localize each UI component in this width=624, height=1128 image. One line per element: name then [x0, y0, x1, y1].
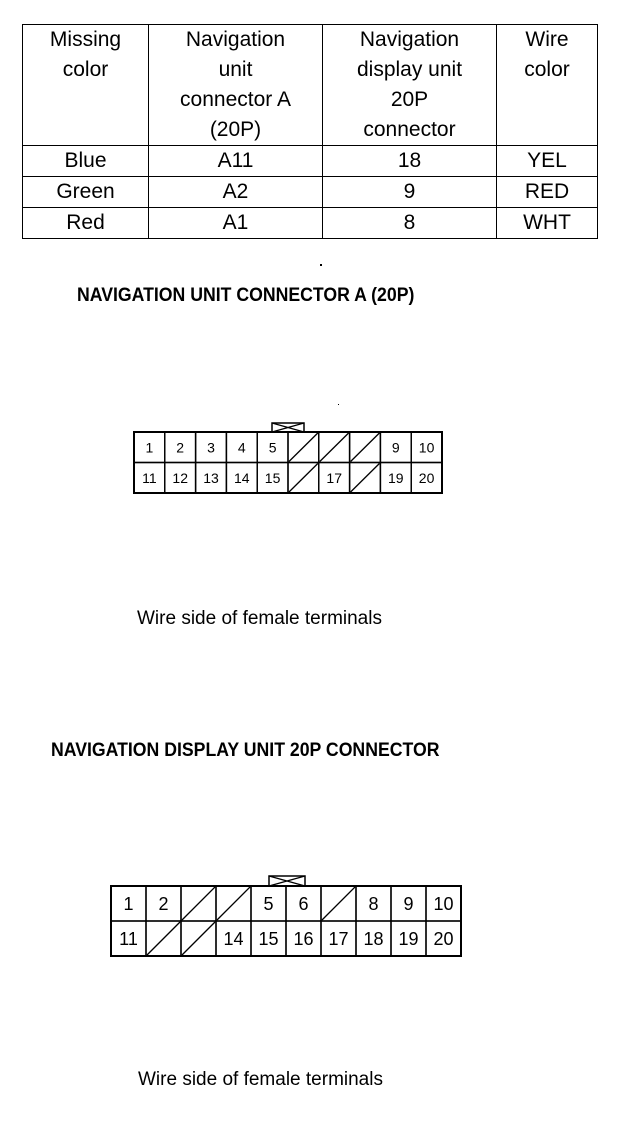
- table-cell: RED: [496, 176, 598, 208]
- terminal-cell: [410, 461, 443, 494]
- empty-terminal-slash: [319, 432, 350, 462]
- terminal-number: 8: [368, 894, 378, 914]
- empty-terminal-slash: [350, 463, 380, 493]
- terminal-number: 20: [433, 929, 453, 949]
- header-wire-color: Wire color: [496, 24, 598, 146]
- empty-terminal-slash: [146, 921, 181, 956]
- header-missing-color: Missing color: [22, 24, 149, 146]
- terminal-number: 12: [172, 470, 188, 486]
- table-cell: A11: [148, 145, 323, 177]
- connector-latch-cross: [268, 875, 306, 887]
- table-cell: YEL: [496, 145, 598, 177]
- empty-terminal-slash: [288, 463, 319, 493]
- terminal-number: 17: [328, 929, 348, 949]
- table-cell: 18: [322, 145, 497, 177]
- table-cell: Green: [22, 176, 149, 208]
- terminal-number: 19: [398, 929, 418, 949]
- table-row: Red A1 8 WHT: [22, 207, 598, 239]
- terminal-number: 1: [146, 439, 154, 455]
- terminal-number: 5: [263, 894, 273, 914]
- empty-terminal-slash: [181, 886, 216, 921]
- connector-a-diagram: 1 2 3 4 5 9 10 11 12 13 14 15 17 19 20: [133, 420, 445, 496]
- terminal-number: 14: [223, 929, 243, 949]
- table-cell: Red: [22, 207, 149, 239]
- terminal-number: 10: [419, 439, 435, 455]
- table-row: Green A2 9 RED: [22, 176, 598, 208]
- terminal-number: 16: [293, 929, 313, 949]
- scan-speck: [338, 404, 339, 405]
- scan-speck: [320, 264, 322, 266]
- terminal-number: 20: [419, 470, 435, 486]
- table-cell: Blue: [22, 145, 149, 177]
- empty-terminal-slash: [181, 921, 216, 956]
- connector-display-title: NAVIGATION DISPLAY UNIT 20P CONNECTOR: [51, 740, 440, 761]
- table-cell: 8: [322, 207, 497, 239]
- terminal-number: 15: [258, 929, 278, 949]
- terminal-number: 9: [403, 894, 413, 914]
- terminal-number: 11: [142, 470, 157, 486]
- terminal-number: 15: [265, 470, 281, 486]
- connector-a-caption: Wire side of female terminals: [137, 608, 382, 629]
- terminal-cell: [425, 920, 462, 957]
- connector-display-svg: 1 2 5 6 8 9 10 11 14 15 16 17 18 19 20: [110, 875, 462, 957]
- table-cell: 9: [322, 176, 497, 208]
- terminal-number: 9: [392, 439, 400, 455]
- empty-terminal-slash: [288, 432, 319, 462]
- connector-display-caption: Wire side of female terminals: [138, 1069, 383, 1090]
- header-navigation-unit-connector: Navigation unit connector A (20P): [148, 24, 323, 146]
- terminal-number: 10: [433, 894, 453, 914]
- terminal-number: 6: [298, 894, 308, 914]
- terminal-number: 13: [203, 470, 219, 486]
- header-navigation-display-connector: Navigation display unit 20P connector: [322, 24, 497, 146]
- terminal-number: 2: [176, 439, 184, 455]
- terminal-number: 3: [207, 439, 215, 455]
- terminal-number: 2: [158, 894, 168, 914]
- terminal-number: 14: [234, 470, 250, 486]
- table-row: Blue A11 18 YEL: [22, 145, 598, 177]
- table-cell: WHT: [496, 207, 598, 239]
- terminal-number: 5: [269, 439, 277, 455]
- table-cell: A2: [148, 176, 323, 208]
- empty-terminal-slash: [350, 432, 380, 462]
- connector-latch-cross: [271, 422, 305, 433]
- missing-color-table: Missing color Navigation unit connector …: [22, 24, 598, 239]
- connector-a-title: NAVIGATION UNIT CONNECTOR A (20P): [77, 285, 415, 306]
- empty-terminal-slash: [216, 886, 251, 921]
- table-header-row: Missing color Navigation unit connector …: [22, 24, 598, 146]
- empty-terminal-slash: [321, 886, 356, 921]
- terminal-number: 18: [363, 929, 383, 949]
- table-cell: A1: [148, 207, 323, 239]
- terminal-number: 11: [119, 929, 138, 949]
- terminal-number: 4: [238, 439, 246, 455]
- terminal-number: 1: [123, 894, 133, 914]
- connector-display-diagram: 1 2 5 6 8 9 10 11 14 15 16 17 18 19 20: [110, 874, 466, 960]
- terminal-number: 17: [326, 470, 342, 486]
- terminal-number: 19: [388, 470, 404, 486]
